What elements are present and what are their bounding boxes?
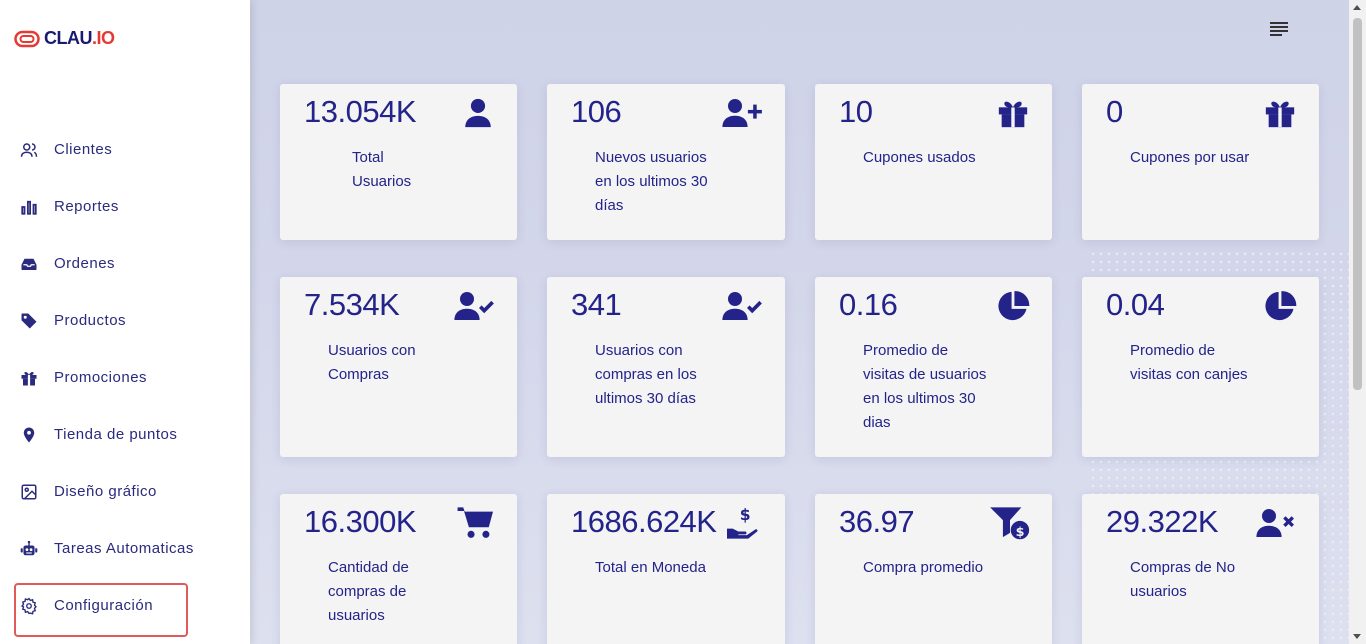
stat-card-total-moneda: 1686.624K $ Total en Moneda <box>547 494 785 644</box>
sidebar-item-label: Clientes <box>54 141 113 158</box>
gift-icon <box>996 96 1030 130</box>
brand-name: CLAU.IO <box>44 28 115 48</box>
svg-text:$: $ <box>740 506 751 524</box>
stat-card-usuarios-compras-30-dias: 341 Usuarios con compras en los ultimos … <box>547 277 785 457</box>
stat-label: Cupones por usar <box>1130 149 1250 166</box>
stat-card-promedio-visitas-canjes: 0.04 Promedio de visitas con canjes <box>1082 277 1319 457</box>
stat-label: Cupones usados <box>863 149 976 166</box>
sidebar-item-label: Tareas Automaticas <box>54 540 194 557</box>
stat-value: 1686.624K <box>571 504 717 539</box>
sidebar-item-configuracion[interactable]: Configuración <box>0 577 250 637</box>
sidebar-item-reportes[interactable]: Reportes <box>0 178 250 235</box>
stat-value: 13.054K <box>304 94 417 129</box>
sidebar-item-label: Diseño gráfico <box>54 483 157 500</box>
stat-value: 341 <box>571 287 622 322</box>
tag-icon <box>20 312 38 330</box>
sidebar: CLAU.IO Clientes Reportes Ordenes Produc… <box>0 0 250 644</box>
stat-label: Cantidad de compras de usuarios <box>328 559 409 624</box>
stat-value: 29.322K <box>1106 504 1219 539</box>
sidebar-item-promociones[interactable]: Promociones <box>0 349 250 406</box>
robot-icon <box>20 540 38 558</box>
stat-card-cantidad-compras: 16.300K Cantidad de compras de usuarios <box>280 494 517 644</box>
stat-label: Total en Moneda <box>595 559 706 576</box>
stat-label: Total Usuarios <box>352 149 412 190</box>
logo-icon <box>14 30 40 47</box>
dashboard-main: 13.054K Total Usuarios 106 Nuevos usuari… <box>250 0 1349 644</box>
stat-card-nuevos-usuarios: 106 Nuevos usuarios en los ultimos 30 dí… <box>547 84 785 240</box>
stat-value: 7.534K <box>304 287 400 322</box>
funnel-dollar-icon: $ <box>990 506 1030 540</box>
pie-chart-icon <box>1263 289 1297 323</box>
stat-value: 0.16 <box>839 287 898 322</box>
menu-toggle-button[interactable] <box>1270 22 1290 38</box>
sidebar-item-clientes[interactable]: Clientes <box>0 121 250 178</box>
cart-icon <box>457 506 495 540</box>
stat-value: 36.97 <box>839 504 915 539</box>
sidebar-item-diseno-grafico[interactable]: Diseño gráfico <box>0 463 250 520</box>
stat-card-cupones-usados: 10 Cupones usados <box>815 84 1052 240</box>
stat-value: 10 <box>839 94 873 129</box>
gift-icon <box>1263 96 1297 130</box>
stat-card-compras-no-usuarios: 29.322K Compras de No usuarios <box>1082 494 1319 644</box>
sidebar-item-label: Configuración <box>54 597 154 614</box>
gear-icon <box>20 596 38 615</box>
stat-label: Usuarios con Compras <box>328 342 416 383</box>
sidebar-item-label: Ordenes <box>54 255 116 272</box>
stat-card-compra-promedio: 36.97 $ Compra promedio <box>815 494 1052 644</box>
sidebar-item-label: Tienda de puntos <box>54 426 178 443</box>
sidebar-item-productos[interactable]: Productos <box>0 292 250 349</box>
stat-value: 106 <box>571 94 622 129</box>
scroll-up-arrow[interactable] <box>1353 5 1361 10</box>
stat-label: Compra promedio <box>863 559 984 576</box>
user-check-icon <box>453 289 495 323</box>
stat-card-cupones-por-usar: 0 Cupones por usar <box>1082 84 1319 240</box>
user-x-icon <box>1255 506 1297 540</box>
stat-value: 0 <box>1106 94 1123 129</box>
stat-card-total-usuarios: 13.054K Total Usuarios <box>280 84 517 240</box>
stat-label: Nuevos usuarios en los ultimos 30 días <box>595 149 708 214</box>
page-scrollbar[interactable] <box>1349 0 1366 644</box>
stat-value: 0.04 <box>1106 287 1165 322</box>
pie-chart-icon <box>996 289 1030 323</box>
stat-label: Promedio de visitas de usuarios en los u… <box>863 342 987 431</box>
hand-dollar-icon: $ <box>725 506 763 540</box>
stat-value: 16.300K <box>304 504 417 539</box>
sidebar-item-ordenes[interactable]: Ordenes <box>0 235 250 292</box>
image-icon <box>20 483 38 501</box>
stat-card-promedio-visitas-usuarios: 0.16 Promedio de visitas de usuarios en … <box>815 277 1052 457</box>
map-pin-icon <box>20 426 38 444</box>
sidebar-item-label: Reportes <box>54 198 119 215</box>
scroll-down-arrow[interactable] <box>1353 634 1361 639</box>
stat-label: Usuarios con compras en los ultimos 30 d… <box>595 342 697 407</box>
brand-logo[interactable]: CLAU.IO <box>14 28 115 49</box>
sidebar-nav: Clientes Reportes Ordenes Productos Prom… <box>0 121 250 637</box>
stat-label: Compras de No usuarios <box>1130 559 1236 600</box>
sidebar-item-label: Productos <box>54 312 127 329</box>
svg-text:$: $ <box>1016 525 1025 540</box>
user-check-icon <box>721 289 763 323</box>
gift-icon <box>20 369 38 387</box>
users-icon <box>20 141 38 159</box>
inbox-icon <box>20 255 38 273</box>
bar-chart-icon <box>20 198 38 216</box>
user-plus-icon <box>721 96 763 130</box>
scrollbar-thumb[interactable] <box>1353 18 1362 390</box>
stat-card-usuarios-con-compras: 7.534K Usuarios con Compras <box>280 277 517 457</box>
sidebar-item-tienda-de-puntos[interactable]: Tienda de puntos <box>0 406 250 463</box>
user-icon <box>461 96 495 130</box>
sidebar-item-label: Promociones <box>54 369 148 386</box>
sidebar-item-tareas-automaticas[interactable]: Tareas Automaticas <box>0 520 250 577</box>
stat-label: Promedio de visitas con canjes <box>1130 342 1248 383</box>
